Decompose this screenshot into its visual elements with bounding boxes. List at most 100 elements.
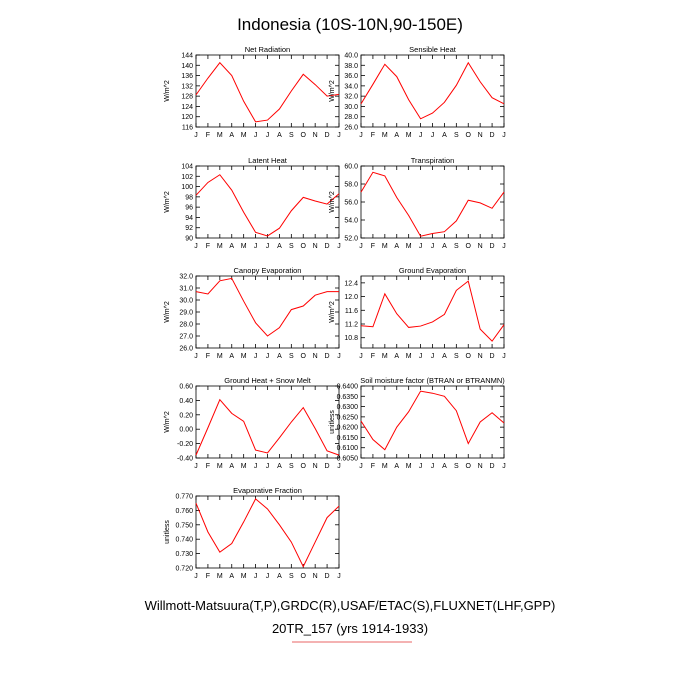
- y-tick-label: 0.760: [175, 508, 193, 515]
- y-tick-label: 0.6300: [337, 404, 359, 411]
- x-tick-label: J: [266, 243, 270, 250]
- y-tick-label: 132: [181, 83, 193, 90]
- x-tick-label: O: [466, 243, 472, 250]
- y-tick-label: 0.720: [175, 566, 193, 573]
- x-tick-label: S: [454, 243, 459, 250]
- x-tick-label: N: [313, 243, 318, 250]
- y-tick-label: 0.00: [179, 427, 193, 434]
- y-tick-label: 102: [181, 174, 193, 181]
- x-tick-label: O: [301, 353, 307, 360]
- x-tick-label: F: [371, 243, 375, 250]
- y-tick-label: 136: [181, 73, 193, 80]
- chart-panel: Ground Heat + Snow Melt 0.60 0.40 0.20 0.00 -…: [164, 376, 341, 470]
- x-tick-label: J: [266, 132, 270, 139]
- y-axis-label: W/m^2: [329, 301, 336, 323]
- x-tick-label: D: [325, 463, 330, 470]
- y-axis-label: W/m^2: [164, 191, 171, 213]
- y-tick-label: 0.6350: [337, 394, 359, 401]
- y-tick-label: 116: [182, 125, 193, 132]
- x-tick-label: J: [194, 132, 198, 139]
- x-tick-label: D: [490, 463, 495, 470]
- y-tick-label: 60.0: [344, 164, 358, 171]
- y-tick-label: 0.60: [179, 384, 193, 391]
- x-tick-label: M: [241, 243, 247, 250]
- x-tick-label: A: [394, 132, 399, 139]
- x-tick-label: O: [466, 463, 472, 470]
- x-tick-label: A: [277, 573, 282, 580]
- x-tick-label: S: [289, 243, 294, 250]
- y-tick-label: -0.40: [177, 456, 193, 463]
- y-tick-label: 124: [181, 104, 193, 111]
- x-tick-label: A: [394, 463, 399, 470]
- x-tick-label: J: [431, 243, 435, 250]
- x-tick-label: N: [313, 463, 318, 470]
- y-tick-label: 0.6250: [337, 414, 359, 421]
- y-tick-label: 0.730: [175, 551, 193, 558]
- x-tick-label: J: [502, 463, 506, 470]
- chart-panel: Sensible Heat 40.0 38.0 36.0 34.0 32.0 30.0 28.…: [329, 45, 506, 139]
- x-tick-label: O: [301, 463, 307, 470]
- x-tick-label: J: [359, 243, 363, 250]
- series-line: [195, 498, 340, 568]
- y-tick-label: 0.6200: [337, 425, 359, 432]
- panel-title: Net Radiation: [245, 45, 290, 54]
- series-line: [195, 61, 340, 123]
- x-tick-label: M: [382, 463, 388, 470]
- y-tick-label: 27.0: [179, 334, 193, 341]
- y-tick-label: 36.0: [344, 73, 358, 80]
- x-tick-label: A: [442, 132, 447, 139]
- x-tick-label: A: [277, 463, 282, 470]
- y-tick-label: 38.0: [344, 63, 358, 70]
- y-tick-label: -0.20: [177, 441, 193, 448]
- x-tick-label: J: [431, 353, 435, 360]
- y-tick-label: 104: [181, 164, 193, 171]
- x-tick-label: J: [502, 353, 506, 360]
- x-tick-label: O: [466, 353, 472, 360]
- x-tick-label: J: [194, 243, 198, 250]
- x-tick-label: F: [206, 573, 210, 580]
- x-tick-label: S: [454, 463, 459, 470]
- y-tick-label: 0.6050: [337, 456, 359, 463]
- x-tick-label: S: [289, 132, 294, 139]
- x-tick-label: M: [217, 353, 223, 360]
- footer-run-label: 20TR_157 (yrs 1914-1933): [272, 621, 428, 636]
- y-tick-label: 32.0: [344, 94, 358, 101]
- footer-sources: Willmott-Matsuura(T,P),GRDC(R),USAF/ETAC…: [145, 598, 556, 613]
- x-tick-label: J: [359, 353, 363, 360]
- plot-frame: [195, 385, 340, 459]
- x-tick-label: J: [431, 132, 435, 139]
- x-tick-label: J: [337, 463, 341, 470]
- y-tick-label: 144: [181, 53, 193, 60]
- x-tick-label: A: [394, 353, 399, 360]
- panel-title: Ground Heat + Snow Melt: [224, 376, 311, 385]
- x-tick-label: J: [254, 353, 258, 360]
- x-tick-label: M: [241, 463, 247, 470]
- y-tick-label: 12.4: [344, 280, 358, 287]
- x-tick-label: J: [266, 573, 270, 580]
- y-tick-label: 96: [185, 205, 193, 212]
- panel-title: Evaporative Fraction: [233, 486, 302, 495]
- chart-panel: Ground Evaporation 12.4 12.0 11.6 11.2 10.8 J F…: [329, 266, 506, 360]
- x-tick-label: O: [466, 132, 472, 139]
- x-tick-label: F: [371, 463, 375, 470]
- y-tick-label: 58.0: [344, 182, 358, 189]
- x-tick-label: A: [229, 132, 234, 139]
- x-tick-label: J: [254, 573, 258, 580]
- x-tick-label: N: [478, 243, 483, 250]
- series-line: [195, 398, 340, 456]
- y-tick-label: 28.0: [179, 322, 193, 329]
- x-tick-label: O: [301, 132, 307, 139]
- chart-panel: Canopy Evaporation 32.0 31.0 30.0 29.0 28.0 27…: [164, 266, 341, 360]
- panel-title: Ground Evaporation: [399, 266, 466, 275]
- y-tick-label: 30.0: [179, 298, 193, 305]
- x-tick-label: A: [277, 132, 282, 139]
- x-tick-label: J: [194, 463, 198, 470]
- plot-frame: [360, 54, 505, 128]
- x-tick-label: F: [206, 243, 210, 250]
- x-tick-label: M: [382, 132, 388, 139]
- panel-title: Soil moisture factor (BTRAN or BTRANMN): [360, 376, 505, 385]
- x-tick-label: S: [454, 132, 459, 139]
- y-axis-label: W/m^2: [329, 80, 336, 102]
- x-tick-label: J: [431, 463, 435, 470]
- y-tick-label: 12.0: [344, 294, 358, 301]
